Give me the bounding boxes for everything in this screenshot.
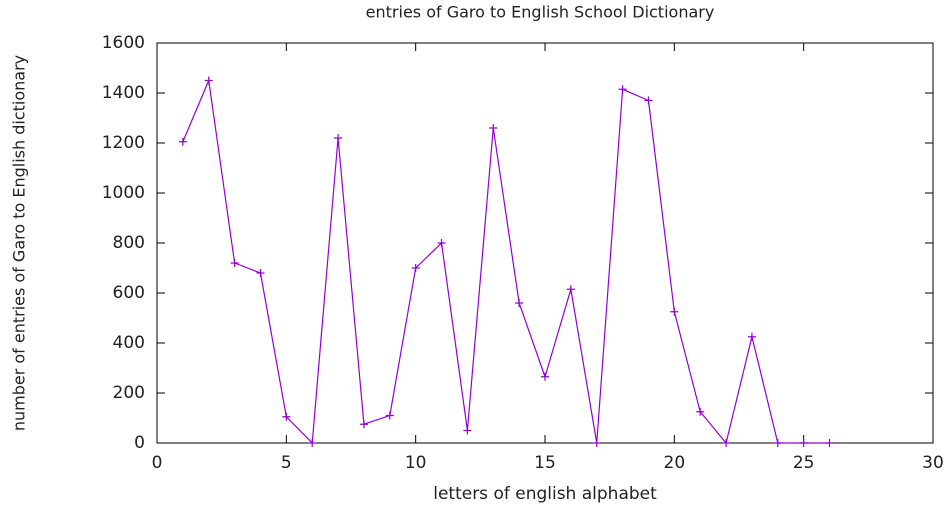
y-tick-label: 1200 — [102, 133, 145, 153]
data-point — [385, 411, 394, 420]
data-point — [256, 269, 265, 277]
data-point — [437, 239, 446, 247]
data-point — [670, 307, 679, 316]
data-point — [722, 439, 731, 447]
x-tick-label: 0 — [152, 453, 163, 473]
y-tick-label: 200 — [113, 383, 145, 403]
data-point — [515, 299, 524, 307]
data-point — [282, 412, 291, 421]
y-tick-label: 400 — [113, 333, 145, 353]
data-point — [178, 137, 187, 146]
data-point — [308, 439, 317, 447]
x-tick-label: 15 — [534, 453, 556, 473]
data-point — [334, 134, 343, 142]
data-point — [566, 285, 575, 294]
y-tick-label: 1600 — [102, 33, 145, 53]
chart-title: entries of Garo to English School Dictio… — [366, 3, 715, 22]
x-tick-label: 10 — [405, 453, 427, 473]
data-point — [696, 407, 705, 416]
y-tick-label: 800 — [113, 233, 145, 253]
x-tick-label: 25 — [793, 453, 815, 473]
y-tick-label: 600 — [113, 283, 145, 303]
data-point — [825, 439, 834, 447]
data-point — [618, 85, 627, 94]
data-point — [411, 264, 420, 272]
data-point — [644, 96, 653, 105]
data-point — [541, 372, 549, 381]
x-tick-label: 20 — [664, 453, 686, 473]
y-tick-label: 0 — [134, 433, 145, 453]
x-tick-label: 5 — [281, 453, 292, 473]
data-point — [592, 439, 601, 447]
y-tick-label: 1400 — [102, 83, 145, 103]
x-axis-label: letters of english alphabet — [433, 484, 657, 504]
data-point — [230, 259, 239, 267]
y-axis-label: number of entries of Garo to English dic… — [10, 55, 29, 431]
data-line — [182, 78, 830, 445]
data-point — [463, 426, 472, 435]
data-point — [799, 439, 808, 447]
x-tick-label: 30 — [922, 453, 944, 473]
y-tick-label: 1000 — [102, 183, 145, 203]
data-point — [489, 124, 498, 132]
data-point — [747, 332, 756, 341]
plot-frame — [156, 42, 934, 444]
data-point — [204, 76, 213, 85]
data-point — [359, 420, 368, 429]
data-point — [773, 439, 782, 447]
